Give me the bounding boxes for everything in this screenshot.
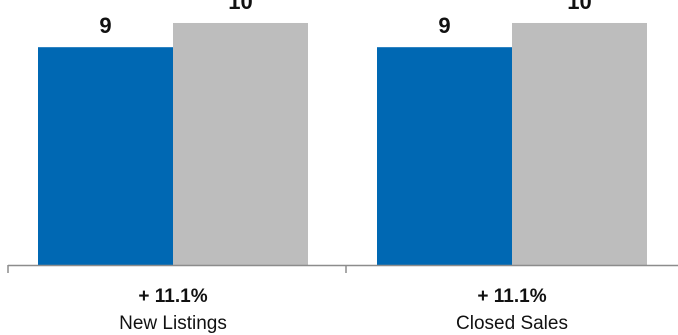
data-label-1-series-1: 9 <box>99 13 111 38</box>
bar-1-series-2 <box>173 22 308 265</box>
bar-1-series-1 <box>38 47 173 266</box>
change-label-1: + 11.1% <box>138 286 207 307</box>
data-label-2-series-1: 9 <box>438 13 450 38</box>
data-label-2-series-2: 10 <box>567 0 591 14</box>
category-label-1: New Listings <box>119 313 227 334</box>
data-label-1-series-2: 10 <box>228 0 252 14</box>
category-label-2: Closed Sales <box>456 313 568 334</box>
change-label-2: + 11.1% <box>477 286 546 307</box>
bar-2-series-2 <box>512 22 647 265</box>
bar-2-series-1 <box>377 47 512 266</box>
